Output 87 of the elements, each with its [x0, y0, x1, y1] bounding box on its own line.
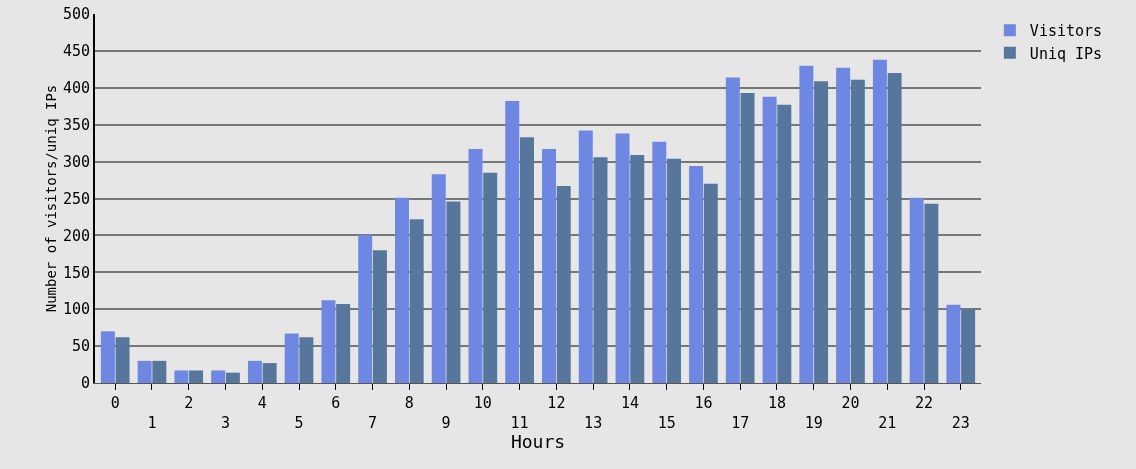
x-tick-label: 14	[620, 394, 639, 412]
bar	[336, 304, 351, 383]
bar	[299, 337, 314, 383]
bar	[578, 130, 593, 383]
bar	[799, 65, 814, 383]
x-tick-label: 3	[220, 413, 231, 432]
bar	[961, 309, 976, 383]
bar	[909, 197, 924, 383]
bar	[593, 157, 608, 383]
bar	[174, 370, 189, 383]
bar	[519, 137, 534, 383]
bar	[872, 59, 887, 383]
bar	[542, 149, 557, 383]
bar	[394, 197, 409, 383]
x-tick-label: 0	[110, 394, 120, 412]
y-tick-label: 0	[80, 374, 90, 393]
bar	[615, 133, 630, 383]
legend-label: Visitors	[1029, 22, 1103, 41]
bar	[814, 81, 829, 383]
bar	[247, 360, 262, 383]
y-axis-title: Number of visitors/uniq IPs	[43, 84, 59, 313]
legend-label: Uniq IPs	[1029, 44, 1103, 63]
bar	[372, 250, 387, 383]
bar	[189, 370, 204, 383]
y-tick-label: 250	[62, 189, 90, 208]
y-tick-label: 300	[62, 152, 90, 171]
y-tick-label: 400	[62, 79, 90, 98]
bar	[483, 172, 498, 383]
x-tick-label: 23	[951, 413, 970, 432]
x-tick-label: 10	[473, 394, 492, 412]
x-tick-label: 17	[731, 413, 750, 432]
y-tick-label: 350	[62, 115, 90, 134]
x-tick-label: 2	[184, 394, 194, 412]
bar	[762, 96, 777, 383]
bar	[836, 67, 851, 383]
bar	[946, 304, 961, 383]
bar	[725, 77, 740, 383]
y-tick-label: 450	[62, 42, 90, 61]
x-tick-label: 11	[510, 413, 529, 432]
x-tick-label: 16	[694, 394, 713, 412]
bar	[652, 141, 667, 383]
bar	[740, 92, 755, 383]
y-tick-label: 200	[62, 226, 90, 245]
bar	[468, 149, 483, 383]
x-tick-label: 9	[441, 413, 451, 432]
bar	[409, 219, 424, 383]
bar	[556, 185, 571, 383]
bar	[284, 333, 299, 383]
x-tick-label: 13	[584, 413, 603, 432]
bar	[887, 73, 902, 383]
bar	[358, 234, 373, 383]
bar	[924, 203, 939, 383]
bar	[152, 360, 167, 383]
x-tick-label: 19	[804, 413, 823, 432]
y-tick-label: 100	[62, 300, 90, 319]
x-tick-label: 21	[878, 413, 897, 432]
bar	[505, 101, 520, 383]
x-tick-label: 8	[404, 394, 414, 412]
bar	[321, 300, 336, 383]
y-tick-label: 150	[62, 263, 90, 282]
x-tick-label: 12	[547, 394, 566, 412]
x-axis-title: Hours	[510, 431, 566, 453]
x-tick-label: 4	[257, 394, 267, 412]
bar	[689, 166, 704, 383]
bar	[850, 79, 865, 383]
x-tick-label: 15	[657, 413, 676, 432]
x-tick-label: 22	[914, 394, 934, 412]
x-tick-label: 5	[294, 413, 304, 432]
y-tick-label: 50	[71, 337, 90, 356]
x-tick-label: 18	[767, 394, 786, 412]
bar	[137, 360, 152, 383]
bar	[703, 183, 718, 383]
x-tick-label: 7	[368, 413, 378, 432]
x-tick-label: 6	[331, 394, 341, 412]
bar	[431, 174, 446, 383]
x-tick-label: 1	[147, 413, 157, 432]
bar	[446, 201, 461, 383]
bar	[262, 363, 277, 383]
bar	[115, 337, 130, 383]
bar	[100, 331, 115, 383]
bar	[225, 372, 240, 383]
y-tick-label: 500	[62, 5, 90, 24]
bar	[630, 154, 645, 383]
x-tick-label: 20	[841, 394, 860, 412]
bar	[211, 370, 226, 383]
bar	[777, 104, 792, 383]
bar	[667, 158, 682, 383]
